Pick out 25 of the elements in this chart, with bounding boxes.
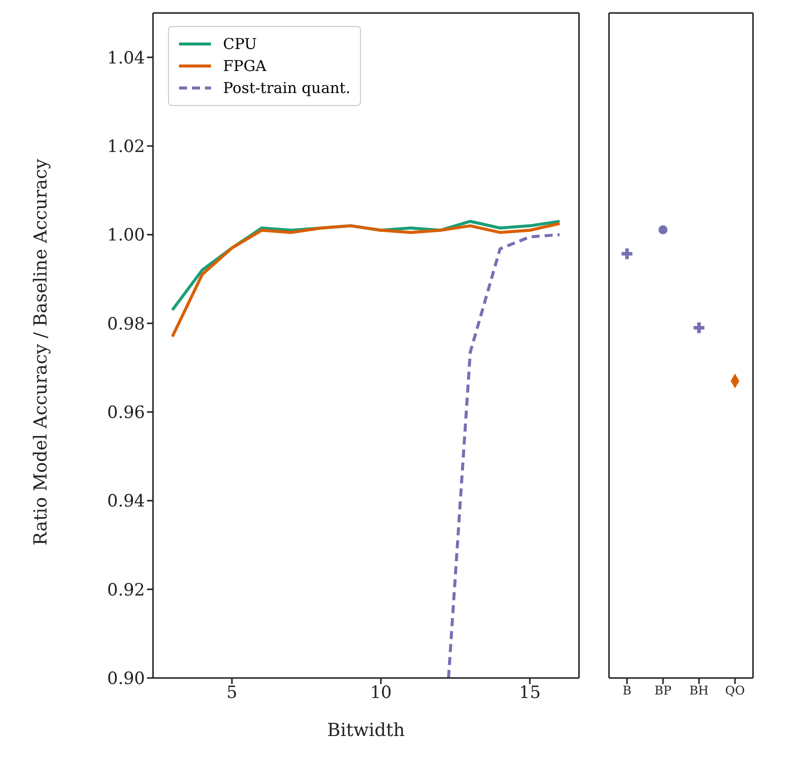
- legend-label: FPGA: [223, 57, 266, 75]
- y-tick-label: 1.04: [107, 48, 145, 68]
- y-tick-label: 1.02: [107, 137, 145, 158]
- y-tick-label: 0.94: [107, 492, 145, 512]
- x-tick-label: 5: [226, 683, 238, 704]
- legend-label: Post-train quant.: [223, 79, 350, 97]
- x-tick-label: 15: [519, 683, 541, 704]
- y-axis-title: Ratio Model Accuracy / Baseline Accuracy: [30, 158, 52, 546]
- legend-label: CPU: [223, 35, 257, 53]
- x-axis-title: Bitwidth: [327, 720, 406, 741]
- y-tick-label: 0.92: [107, 580, 145, 600]
- point: [622, 248, 632, 260]
- x-tick-label: BP: [654, 684, 672, 698]
- point: [658, 225, 668, 234]
- y-tick-label: 0.96: [107, 403, 145, 424]
- x-tick-label: B: [622, 684, 632, 698]
- y-tick-label: 1.00: [107, 226, 145, 246]
- line-series: [170, 222, 562, 338]
- x-tick-label: 10: [370, 683, 392, 704]
- y-tick-label: 0.90: [107, 669, 145, 690]
- x-tick-label: QO: [725, 684, 745, 698]
- x-tick-label: BH: [689, 684, 709, 698]
- y-tick-label: 0.98: [107, 314, 145, 334]
- line-series: [447, 233, 562, 678]
- point: [694, 322, 704, 334]
